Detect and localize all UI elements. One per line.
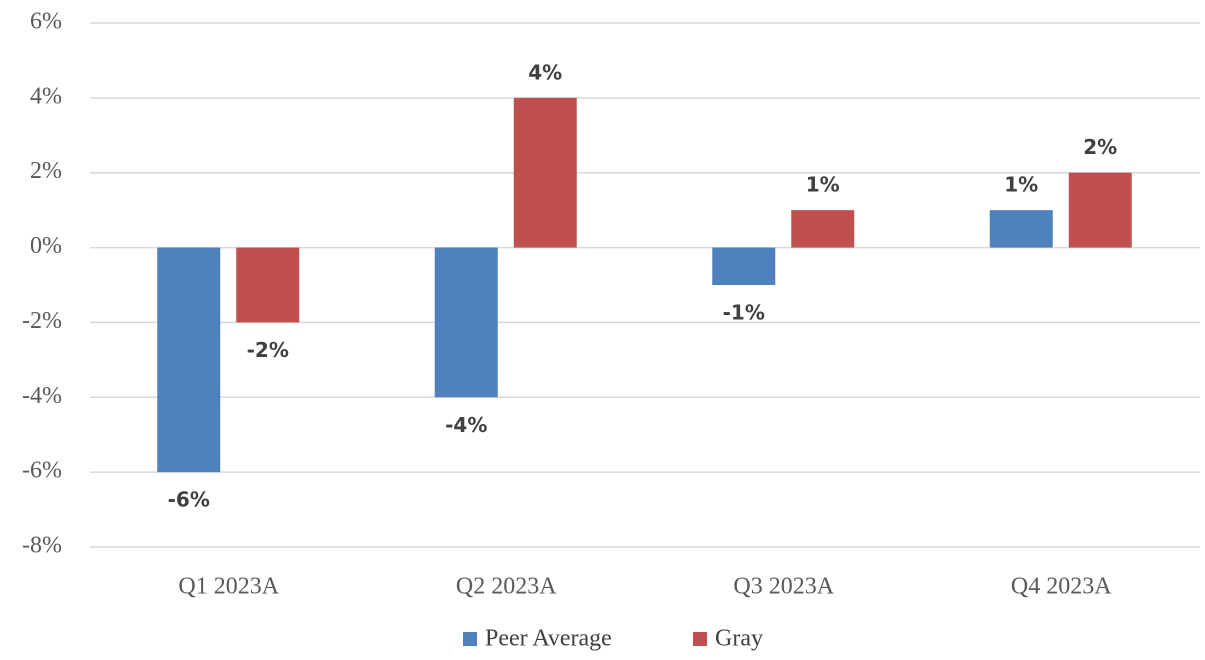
x-tick-label: Q1 2023A (178, 574, 279, 600)
bar (791, 210, 855, 248)
y-tick-label: -4% (22, 383, 62, 409)
legend-label: Peer Average (485, 626, 612, 652)
value-label: -6% (168, 488, 210, 512)
legend-label: Gray (715, 626, 763, 652)
y-tick-label: 4% (30, 83, 62, 109)
bar (989, 210, 1053, 248)
value-label: 2% (1083, 135, 1117, 159)
bar (434, 247, 498, 398)
bar (1068, 172, 1132, 248)
value-label: 1% (806, 173, 840, 197)
value-label: -4% (445, 413, 487, 437)
value-label: -2% (247, 338, 289, 362)
y-tick-label: 6% (30, 9, 62, 35)
bar (513, 97, 577, 248)
y-tick-label: 2% (30, 158, 62, 184)
legend-swatch (693, 632, 707, 646)
bar (157, 247, 221, 473)
x-tick-label: Q3 2023A (733, 574, 834, 600)
x-tick-label: Q4 2023A (1011, 574, 1112, 600)
bar (712, 247, 776, 285)
y-tick-label: -8% (22, 533, 62, 559)
bar (236, 247, 300, 323)
x-tick-label: Q2 2023A (456, 574, 557, 600)
y-tick-label: -6% (22, 458, 62, 484)
y-tick-label: -2% (22, 308, 62, 334)
legend-swatch (463, 632, 477, 646)
value-label: 1% (1004, 173, 1038, 197)
value-label: 4% (528, 60, 562, 84)
value-label: -1% (723, 301, 765, 325)
y-tick-label: 0% (30, 233, 62, 259)
